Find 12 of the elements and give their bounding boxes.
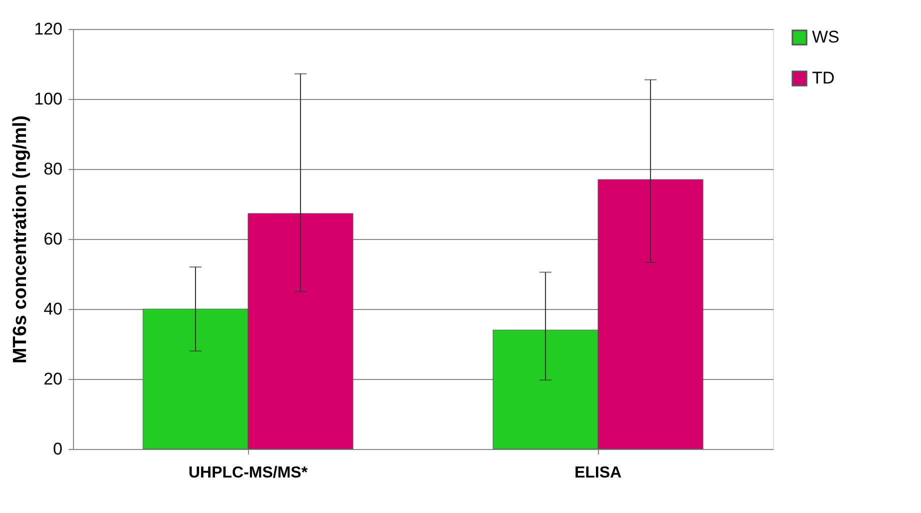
y-tick-label: 60 <box>44 230 62 248</box>
y-tick-label: 120 <box>34 20 62 38</box>
legend-label: TD <box>812 68 835 88</box>
y-tick-label: 100 <box>34 90 62 108</box>
y-tick-label: 80 <box>44 160 62 178</box>
x-tick-label: ELISA <box>574 464 622 482</box>
y-tick-label: 0 <box>53 440 62 458</box>
y-axis-title: MT6s concentration (ng/ml) <box>10 115 32 364</box>
y-tick-label: 40 <box>44 300 62 318</box>
y-tick-label: 20 <box>44 370 62 388</box>
legend-label: WS <box>812 28 840 46</box>
x-tick-label: UHPLC-MS/MS* <box>188 464 308 482</box>
